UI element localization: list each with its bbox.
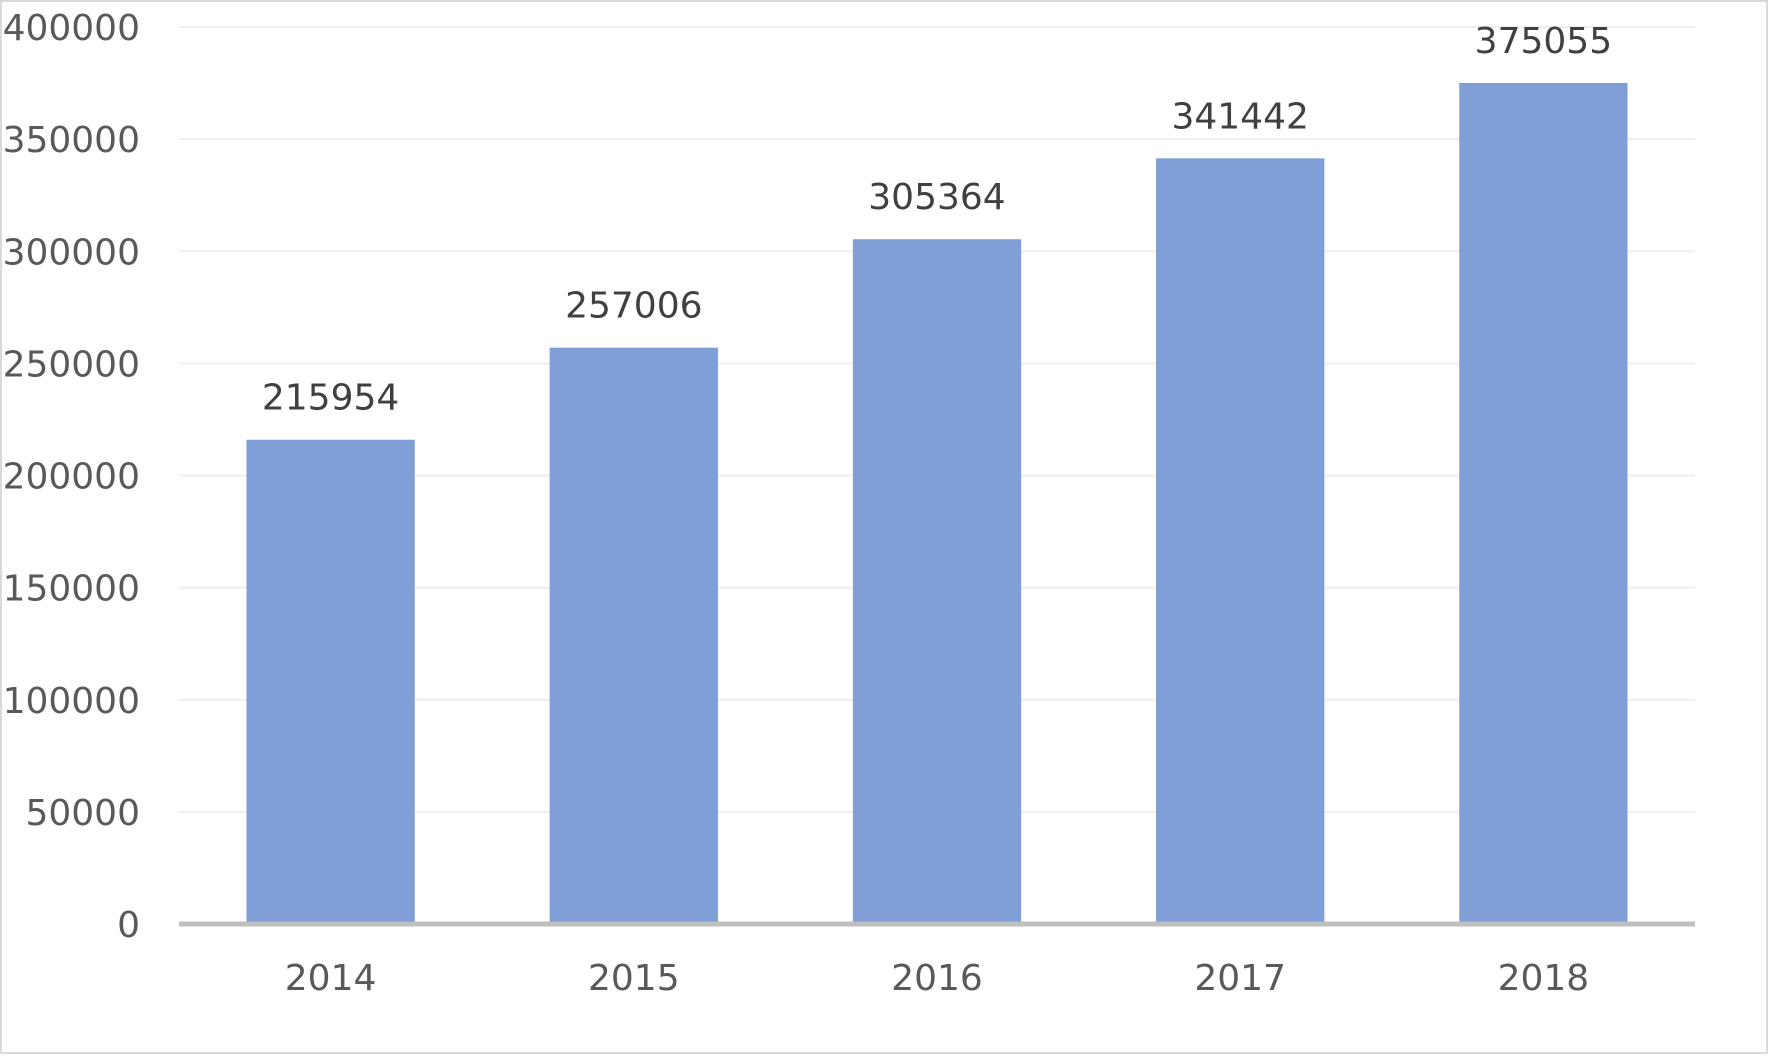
x-axis-tick-labels: 2014 2015 2016 2017 2018 [285,958,1589,999]
y-tick-label: 350000 [3,120,140,161]
y-tick-label: 250000 [3,344,140,385]
y-tick-label: 300000 [3,232,140,273]
bar [549,347,718,924]
x-tick-label: 2015 [588,958,680,999]
y-tick-label: 100000 [3,681,140,722]
bars [246,82,1628,925]
y-tick-label: 50000 [25,793,140,834]
x-tick-label: 2018 [1498,958,1590,999]
bar [1459,82,1628,925]
bar [852,239,1022,924]
y-tick-label: 200000 [3,457,140,498]
bar-data-labels: 215954 257006 305364 341442 375055 [262,21,1612,419]
bar-data-label: 215954 [262,378,399,419]
x-tick-label: 2016 [891,958,983,999]
bar-data-label: 257006 [565,286,702,327]
y-tick-label: 150000 [3,569,140,610]
y-tick-label: 400000 [3,8,140,49]
x-tick-label: 2017 [1194,958,1286,999]
bar-data-label: 375055 [1475,21,1612,62]
bar [1156,158,1325,925]
bar [246,439,415,924]
y-axis-tick-labels: 0 50000 100000 150000 200000 250000 300000 3500… [3,8,140,946]
bar-data-label: 341442 [1171,96,1308,137]
x-tick-label: 2014 [285,958,377,999]
bar-data-label: 305364 [868,177,1005,218]
y-tick-label: 0 [117,905,140,946]
